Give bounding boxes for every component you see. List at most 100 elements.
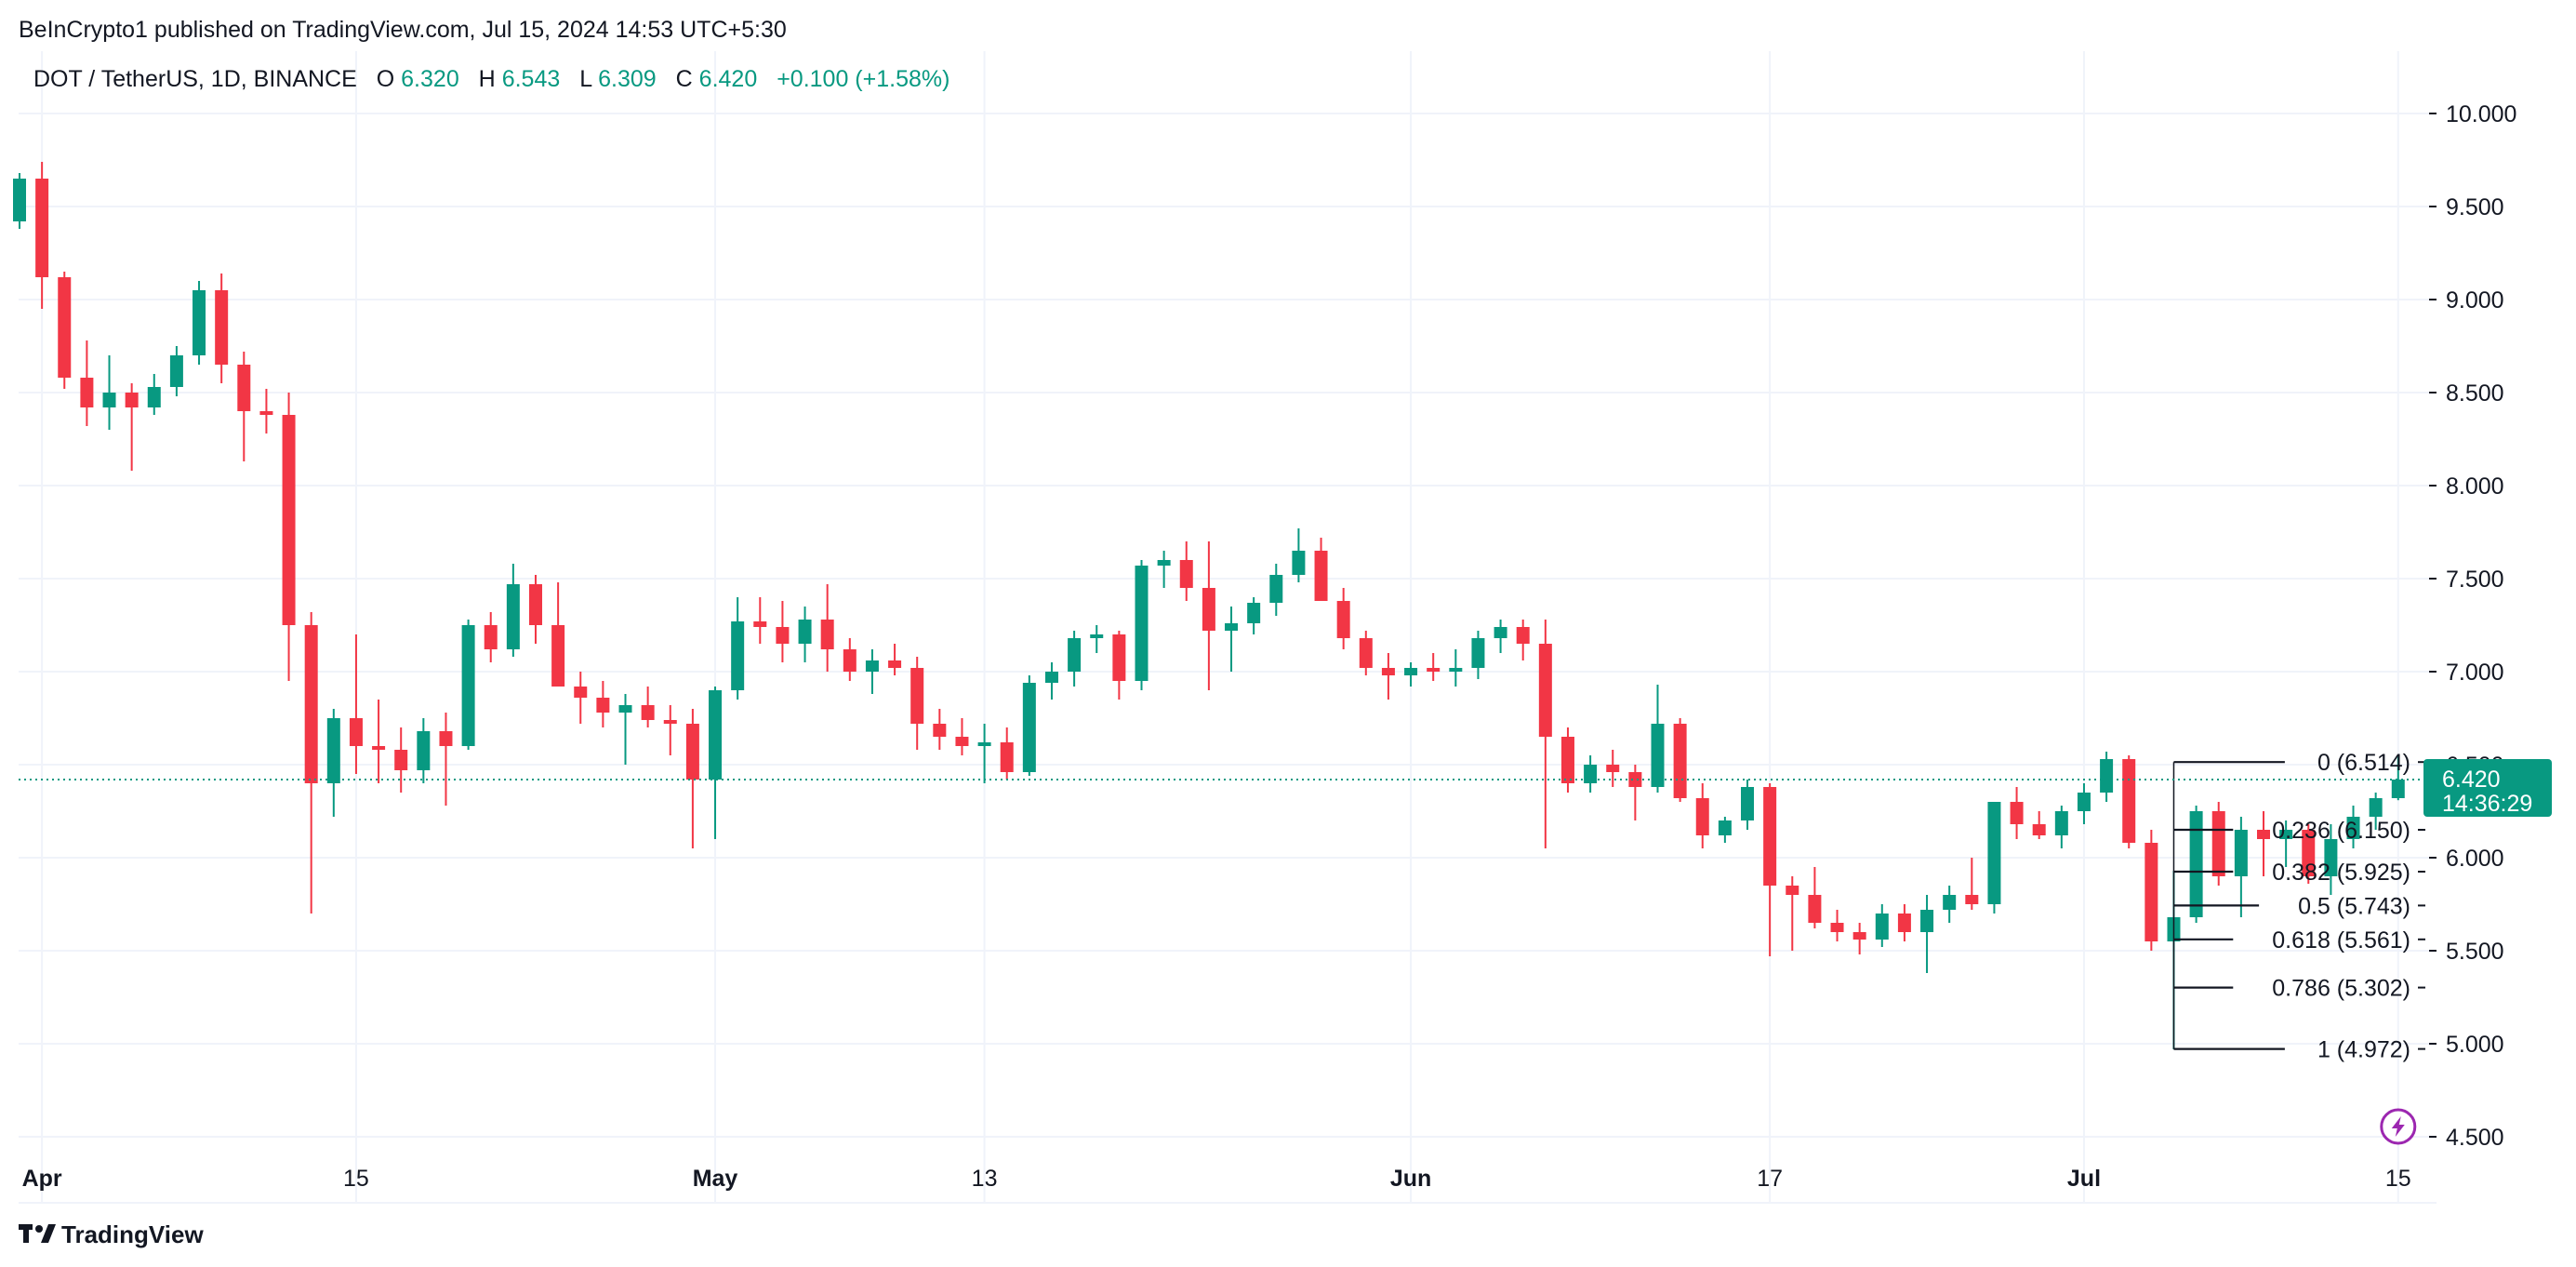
candle-body [1516,627,1530,644]
price-tick-label: 10.000 [2446,101,2516,127]
candle-body [2100,759,2114,793]
candle-body [484,625,498,649]
candle [2391,756,2405,801]
candle [237,352,251,461]
candle-body [304,625,318,783]
ohlc-low-label: L [579,66,592,92]
candle [910,657,924,750]
candle [933,709,947,750]
candles-layer [13,162,2405,1049]
candle [1044,662,1058,700]
candle [1943,886,1957,923]
candle [1628,765,1642,820]
candle-body [1269,575,1283,603]
candle-body [865,660,879,672]
candle [1068,631,1082,687]
candle [1560,727,1574,793]
fib-level-label: 0.236 (6.150) [2272,818,2410,844]
ohlc-open-label: O [377,66,394,92]
candle [259,389,273,433]
bar-countdown: 14:36:29 [2442,791,2532,817]
candle-body [1965,895,1979,904]
candle [977,724,991,783]
candle [1112,631,1126,700]
candle-body [2279,830,2293,839]
candle [1494,620,1507,653]
candle-body [2391,780,2405,798]
candle-body [1247,603,1261,623]
candle-body [776,627,790,644]
candle [709,687,723,839]
tradingview-logo-icon [19,1224,56,1243]
symbol-name[interactable]: DOT / TetherUS, 1D, BINANCE [33,66,357,92]
symbol-info[interactable]: DOT / TetherUS, 1D, BINANCE O 6.320 H 6.… [33,66,949,92]
candle-body [528,584,542,625]
candle-body [1651,724,1665,787]
candle [215,273,229,383]
candle-body [125,393,139,407]
candle-body [1090,634,1104,638]
candle [193,281,206,365]
candle-body [843,649,856,672]
time-axis[interactable]: Apr15May13Jun17Jul15Aug19Sep16 [22,1166,2576,1192]
ohlc-high-value: 6.543 [502,66,561,92]
candle-body [326,718,340,783]
candle-body [685,724,699,780]
candle [2279,820,2293,867]
candle [35,162,49,309]
candle [1269,564,1283,616]
candle-body [574,687,588,698]
price-tick-label: 8.000 [2446,473,2504,500]
candle [1808,867,1822,928]
candle-body [1381,668,1395,675]
candle-body [1000,742,1014,772]
candle [372,700,386,783]
ohlc-close-label: C [676,66,693,92]
candle-body [910,668,924,724]
candle-body [1449,668,1463,672]
candle-body [1044,672,1058,683]
candle-body [1135,566,1149,681]
candle [1987,802,2001,914]
candle [551,582,565,687]
candle [843,638,856,681]
fib-level-label: 0.618 (5.561) [2272,927,2410,954]
candle [439,713,453,806]
candle-body [102,393,116,407]
candle [282,393,296,681]
candle [1427,653,1441,681]
fib-level-label: 1 (4.972) [2317,1037,2410,1063]
candle-body [147,387,161,407]
candle-body [1786,886,1799,895]
ohlc-close-value: 6.420 [699,66,758,92]
candle [506,564,520,657]
candle-body [1875,914,1889,940]
fib-retracement[interactable]: 0 (6.514) 0.236 (6.150) 0.382 (5.925) 0.5 (… [2172,750,2425,1063]
candle-body [1494,627,1507,638]
candle [1673,718,1687,802]
lightning-bolt-icon[interactable] [2380,1108,2417,1145]
candle [1516,620,1530,660]
candle [2211,802,2225,886]
publisher-line: BeInCrypto1 published on TradingView.com… [19,17,787,43]
candle-body [1359,638,1373,668]
time-tick-label: 15 [343,1166,369,1192]
candle-body [933,724,947,737]
candle-body [1606,765,1620,772]
candle-body [1695,798,1709,835]
chart-grid [19,51,2437,1204]
candle [1157,551,1171,588]
candle-body [753,621,767,627]
candle [2077,783,2091,824]
candle-body [215,290,229,365]
time-tick-label: Jun [1390,1166,1431,1192]
candle [304,612,318,914]
candle [1000,727,1014,780]
footer-brand[interactable]: TradingView [19,1220,204,1248]
candle-body [2324,839,2338,876]
price-tick-label: 5.500 [2446,939,2504,965]
candle-body [1718,820,1732,835]
candle [147,374,161,415]
